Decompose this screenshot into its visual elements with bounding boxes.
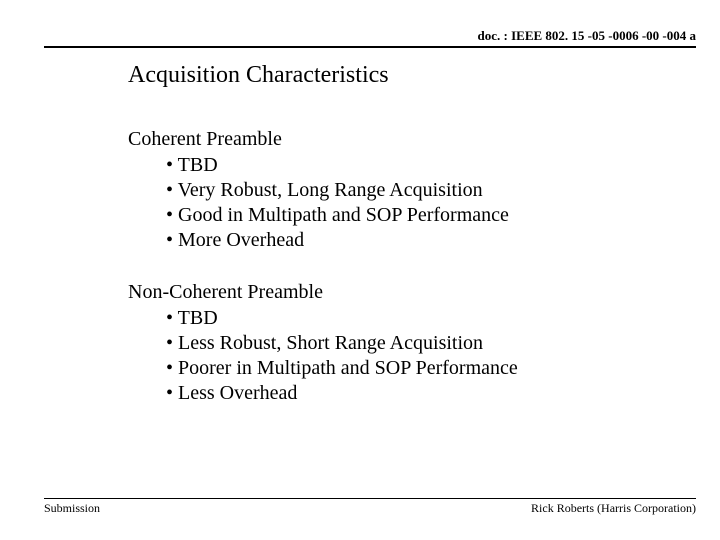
bullet-item: TBD	[166, 306, 660, 331]
bullet-list-coherent: TBD Very Robust, Long Range Acquisition …	[166, 153, 660, 253]
bullet-item: Good in Multipath and SOP Performance	[166, 203, 660, 228]
doc-reference: doc. : IEEE 802. 15 -05 -0006 -00 -004 a	[478, 28, 696, 43]
footer-bar: Submission Rick Roberts (Harris Corporat…	[44, 498, 696, 516]
section-heading-coherent: Coherent Preamble	[128, 128, 660, 151]
bullet-item: Less Overhead	[166, 381, 660, 406]
content-area: Coherent Preamble TBD Very Robust, Long …	[128, 128, 660, 434]
bullet-item: Less Robust, Short Range Acquisition	[166, 331, 660, 356]
header-bar: doc. : IEEE 802. 15 -05 -0006 -00 -004 a	[44, 28, 696, 48]
bullet-item: TBD	[166, 153, 660, 178]
bullet-item: Poorer in Multipath and SOP Performance	[166, 356, 660, 381]
bullet-item: Very Robust, Long Range Acquisition	[166, 178, 660, 203]
bullet-item: More Overhead	[166, 228, 660, 253]
bullet-list-noncoherent: TBD Less Robust, Short Range Acquisition…	[166, 306, 660, 406]
footer-left: Submission	[44, 501, 100, 516]
section-heading-noncoherent: Non-Coherent Preamble	[128, 281, 660, 304]
slide-title: Acquisition Characteristics	[128, 62, 389, 89]
footer-right: Rick Roberts (Harris Corporation)	[531, 501, 696, 516]
